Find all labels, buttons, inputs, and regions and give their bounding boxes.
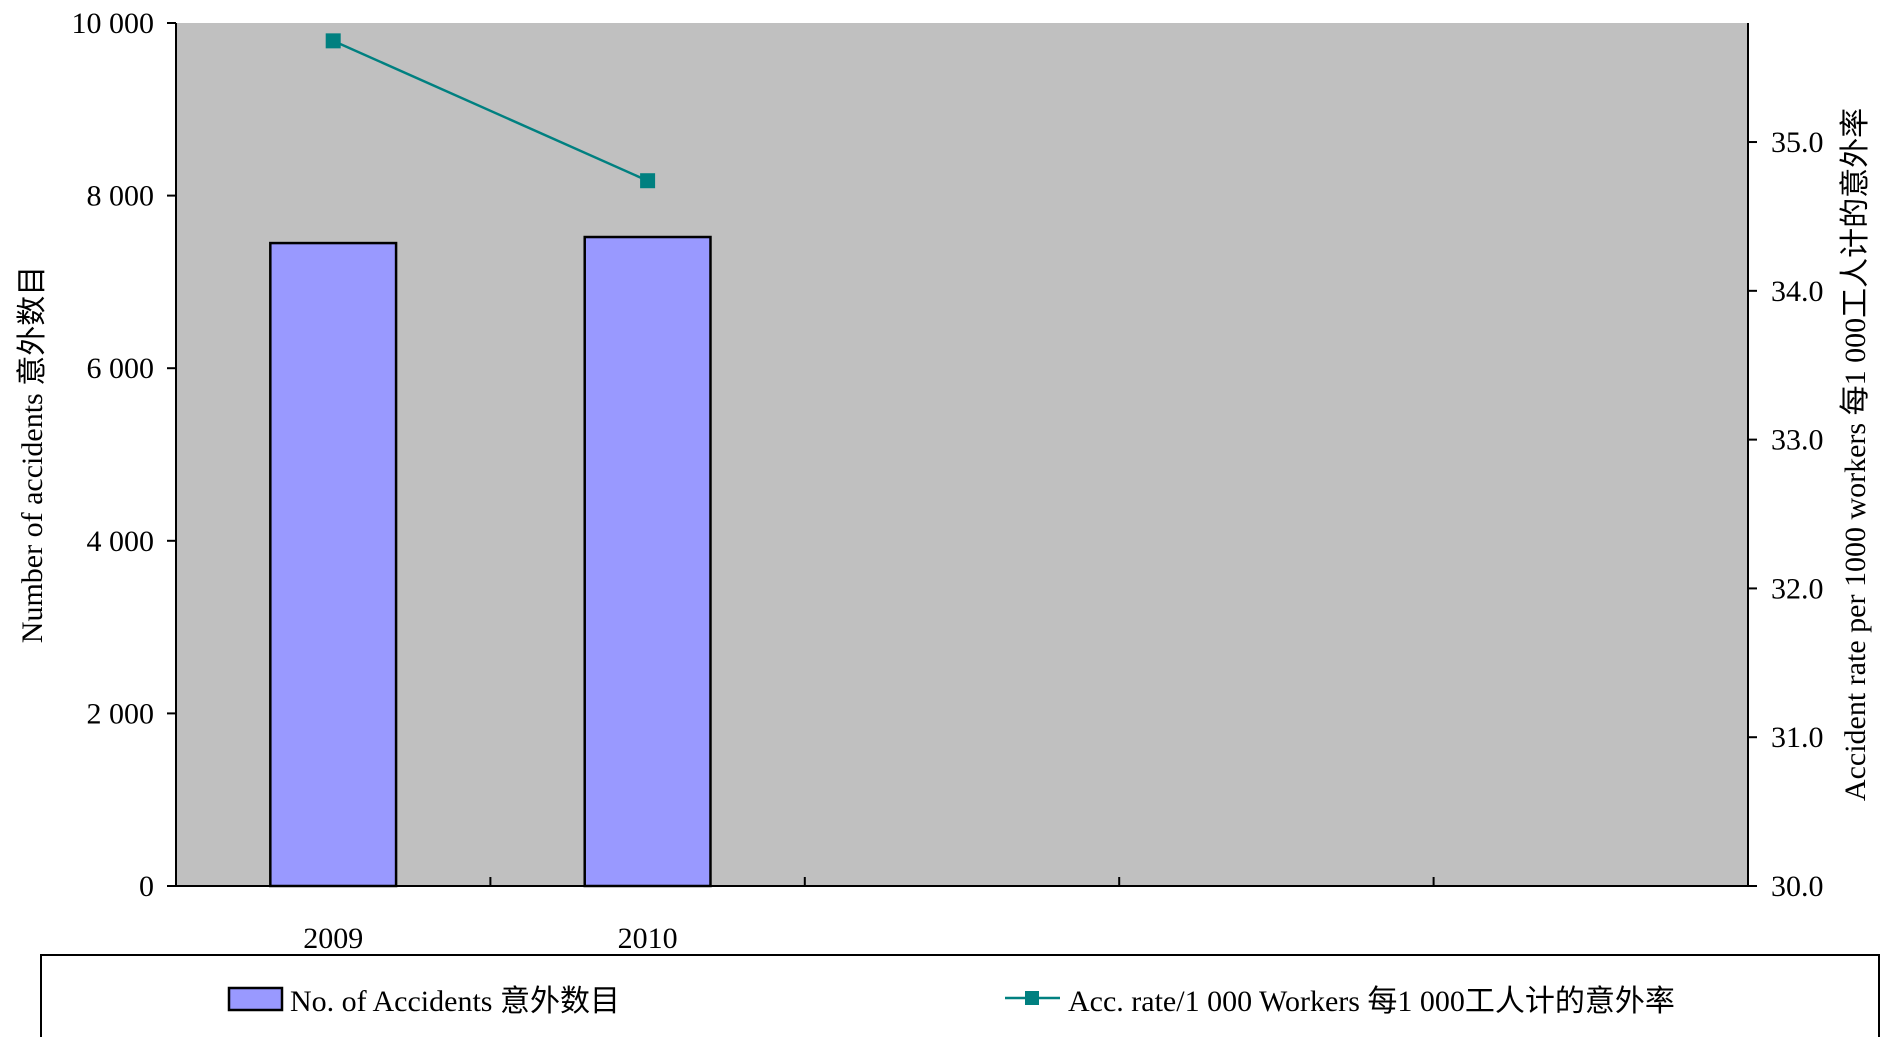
y-tick-label: 8 000 [87,180,155,213]
legend-line-label: Acc. rate/1 000 Workers 每1 000工人计的意外率 [1068,985,1675,1018]
rate-line [332,39,649,182]
y2-tick-label: 31.0 [1771,721,1824,754]
x-tick-label: 2009 [303,922,363,955]
y-tick-label: 4 000 [87,525,155,558]
legend-line-marker [1025,991,1039,1005]
legend-bar-swatch [227,986,284,1012]
rate-point-2010 [640,173,656,189]
y2-axis-title: Accident rate per 1000 workers 每1 000工人计… [1839,108,1872,801]
y-tick-label: 0 [139,870,154,903]
y2-tick-label: 30.0 [1771,870,1824,903]
legend-bar-label: No. of Accidents 意外数目 [290,985,620,1018]
y-tick-label: 2 000 [87,697,155,730]
bar-2009 [269,241,398,888]
y2-tick-label: 33.0 [1771,424,1824,457]
legend: No. of Accidents 意外数目 Acc. rate/1 000 Wo… [40,954,1880,1037]
y2-tick-label: 34.0 [1771,275,1824,308]
y-axis-title: Number of accidents 意外数目 [16,266,49,643]
y2-tick-label: 32.0 [1771,572,1824,605]
bar-2010 [583,235,712,888]
plot-area [176,23,1748,886]
x-tick-label: 2010 [618,922,678,955]
y2-tick-label: 35.0 [1771,126,1824,159]
y-tick-label: 10 000 [72,7,155,40]
rate-point-2009 [325,33,341,49]
legend-box [40,954,1880,1037]
y-tick-label: 6 000 [87,352,155,385]
